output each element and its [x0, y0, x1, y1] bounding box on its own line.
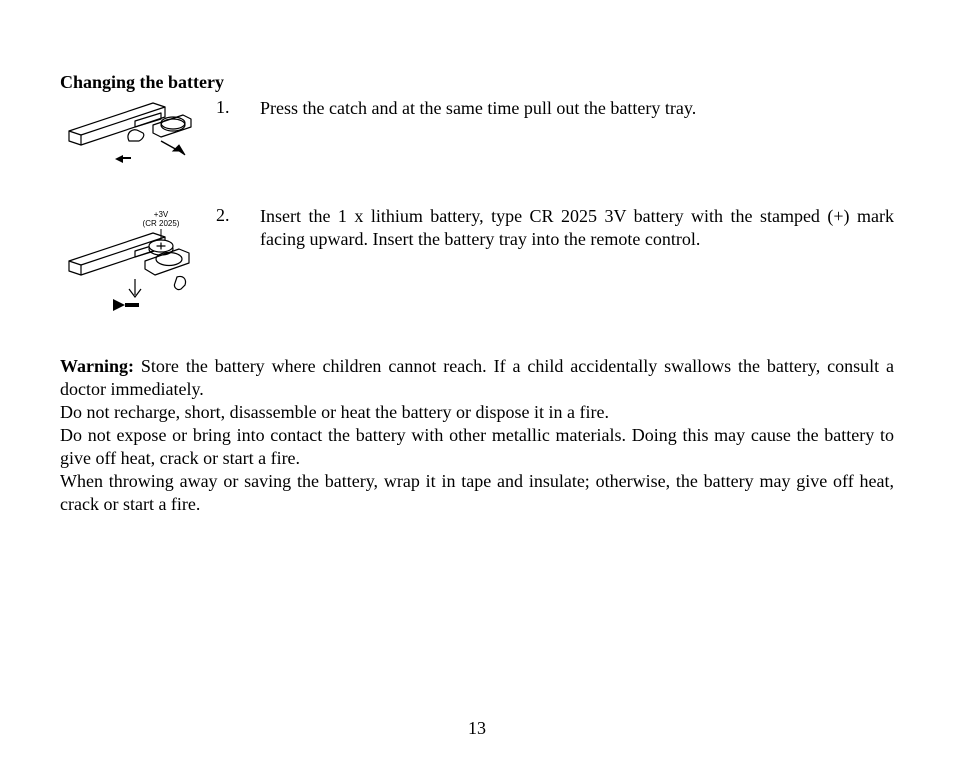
- illus2-label-line1: +3V: [154, 210, 169, 219]
- battery-tray-pull-icon: [65, 97, 205, 181]
- warning-paragraph-1: Warning: Store the battery where childre…: [60, 355, 894, 401]
- step-text-1: Press the catch and at the same time pul…: [260, 97, 894, 120]
- step-body-2: 2. Insert the 1 x lithium battery, type …: [210, 205, 894, 250]
- document-page: Changing the battery: [0, 0, 954, 781]
- illus2-label-line2: (CR 2025): [143, 219, 180, 228]
- step-row-1: 1. Press the catch and at the same time …: [60, 97, 894, 181]
- step-number-1: 1.: [210, 97, 260, 118]
- step-text-2: Insert the 1 x lithium battery, type CR …: [260, 205, 894, 250]
- warning-paragraph-3: Do not expose or bring into contact the …: [60, 424, 894, 470]
- illustration-1: [60, 97, 210, 181]
- step-body-1: 1. Press the catch and at the same time …: [210, 97, 894, 120]
- section-heading: Changing the battery: [60, 72, 894, 93]
- warning-block: Warning: Store the battery where childre…: [60, 355, 894, 516]
- warning-text-1: Store the battery where children cannot …: [60, 356, 894, 399]
- page-number: 13: [0, 718, 954, 739]
- step-row-2: +3V (CR 2025): [60, 205, 894, 323]
- illustration-2: +3V (CR 2025): [60, 205, 210, 323]
- warning-paragraph-4: When throwing away or saving the battery…: [60, 470, 894, 516]
- warning-label: Warning:: [60, 356, 134, 376]
- battery-insert-icon: +3V (CR 2025): [65, 205, 205, 323]
- step-number-2: 2.: [210, 205, 260, 226]
- warning-paragraph-2: Do not recharge, short, disassemble or h…: [60, 401, 894, 424]
